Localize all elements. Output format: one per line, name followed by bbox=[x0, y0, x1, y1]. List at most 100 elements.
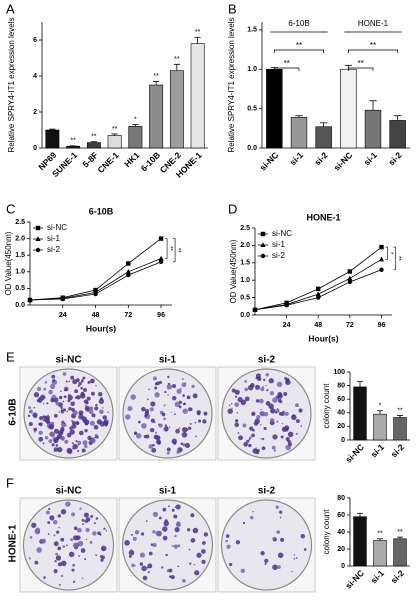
colony bbox=[181, 378, 184, 381]
colony bbox=[189, 562, 192, 565]
colony bbox=[99, 409, 104, 415]
colony bbox=[85, 517, 91, 522]
colony bbox=[95, 517, 99, 520]
colony bbox=[147, 571, 150, 574]
colony bbox=[34, 528, 41, 535]
colony bbox=[272, 564, 278, 571]
colony bbox=[71, 407, 75, 412]
significance: ** bbox=[91, 134, 97, 141]
colony bbox=[55, 555, 62, 561]
colony bbox=[146, 566, 149, 569]
colony bbox=[72, 580, 76, 583]
colony bbox=[43, 387, 47, 391]
marker bbox=[316, 286, 321, 292]
colony bbox=[51, 374, 56, 379]
colony bbox=[89, 420, 95, 426]
colony bbox=[60, 390, 62, 392]
colony bbox=[287, 442, 292, 447]
x-axis-label: Hour(s) bbox=[86, 323, 116, 333]
comparison-bracket bbox=[385, 246, 388, 260]
colony bbox=[55, 401, 60, 406]
colony bbox=[167, 382, 170, 385]
colony bbox=[127, 405, 133, 412]
colony bbox=[260, 437, 262, 440]
colony bbox=[158, 516, 162, 520]
colony bbox=[229, 562, 233, 567]
x-tick-label: 96 bbox=[157, 312, 165, 319]
bar bbox=[128, 126, 143, 149]
colony bbox=[251, 411, 256, 416]
colony bbox=[93, 522, 96, 525]
colony bbox=[181, 432, 188, 438]
colony bbox=[277, 552, 284, 559]
significance: * bbox=[387, 252, 393, 255]
colony bbox=[70, 401, 75, 407]
colony bbox=[244, 380, 248, 383]
series-line bbox=[254, 258, 382, 311]
dish bbox=[23, 368, 114, 459]
colony bbox=[192, 393, 198, 399]
colony bbox=[242, 423, 247, 428]
colony bbox=[235, 540, 241, 545]
colony bbox=[164, 390, 167, 394]
colony bbox=[53, 428, 59, 434]
colony bbox=[75, 378, 80, 383]
colony bbox=[150, 401, 156, 407]
bar bbox=[340, 68, 357, 149]
comparison-bracket bbox=[273, 49, 325, 53]
marker bbox=[60, 296, 65, 302]
bar bbox=[86, 142, 101, 149]
colony bbox=[33, 406, 36, 409]
y-tick-label: 0.0 bbox=[247, 145, 257, 152]
colony bbox=[34, 560, 39, 565]
colony bbox=[84, 444, 88, 448]
chart-title: 6-10B bbox=[89, 206, 114, 216]
colony bbox=[148, 444, 153, 449]
colony bbox=[44, 417, 50, 423]
colony bbox=[156, 381, 160, 386]
dish bbox=[22, 499, 115, 591]
colony bbox=[28, 406, 32, 409]
bar bbox=[290, 116, 308, 149]
marker bbox=[35, 236, 41, 241]
colony bbox=[276, 420, 279, 423]
colony bbox=[101, 555, 105, 560]
bar bbox=[266, 68, 283, 149]
colony bbox=[163, 404, 166, 407]
colony bbox=[29, 536, 33, 539]
image-label: si-2 bbox=[258, 355, 276, 366]
colony bbox=[184, 382, 187, 384]
y-tick-label: 1.5 bbox=[240, 260, 250, 267]
y-tick-label: 4 bbox=[33, 73, 37, 80]
colony bbox=[272, 537, 276, 540]
colony bbox=[28, 557, 31, 560]
colony bbox=[152, 530, 156, 534]
bar bbox=[373, 540, 387, 567]
colony bbox=[80, 386, 83, 390]
colony bbox=[70, 538, 74, 542]
significance: ** bbox=[153, 73, 159, 80]
colony bbox=[62, 372, 67, 376]
colony bbox=[176, 450, 181, 454]
colony bbox=[47, 533, 50, 536]
colony bbox=[251, 433, 255, 438]
colony bbox=[162, 526, 168, 532]
colony bbox=[246, 439, 250, 443]
colony bbox=[65, 380, 68, 383]
colony bbox=[155, 435, 161, 441]
colony bbox=[53, 541, 59, 547]
x-tick-label: si-2 bbox=[386, 150, 404, 168]
colony bbox=[66, 432, 72, 438]
x-tick-label: si-2 bbox=[389, 568, 407, 586]
x-tick-label: si-NC bbox=[332, 150, 355, 173]
colony bbox=[193, 563, 196, 566]
y-tick-label: 80 bbox=[337, 495, 345, 502]
y-tick-label: 0.5 bbox=[240, 294, 250, 301]
colony bbox=[231, 388, 236, 393]
colony bbox=[284, 377, 287, 380]
colony bbox=[234, 402, 240, 407]
colony bbox=[175, 428, 180, 434]
significance: ** bbox=[377, 531, 383, 538]
colony bbox=[279, 510, 283, 514]
colony bbox=[70, 419, 74, 423]
